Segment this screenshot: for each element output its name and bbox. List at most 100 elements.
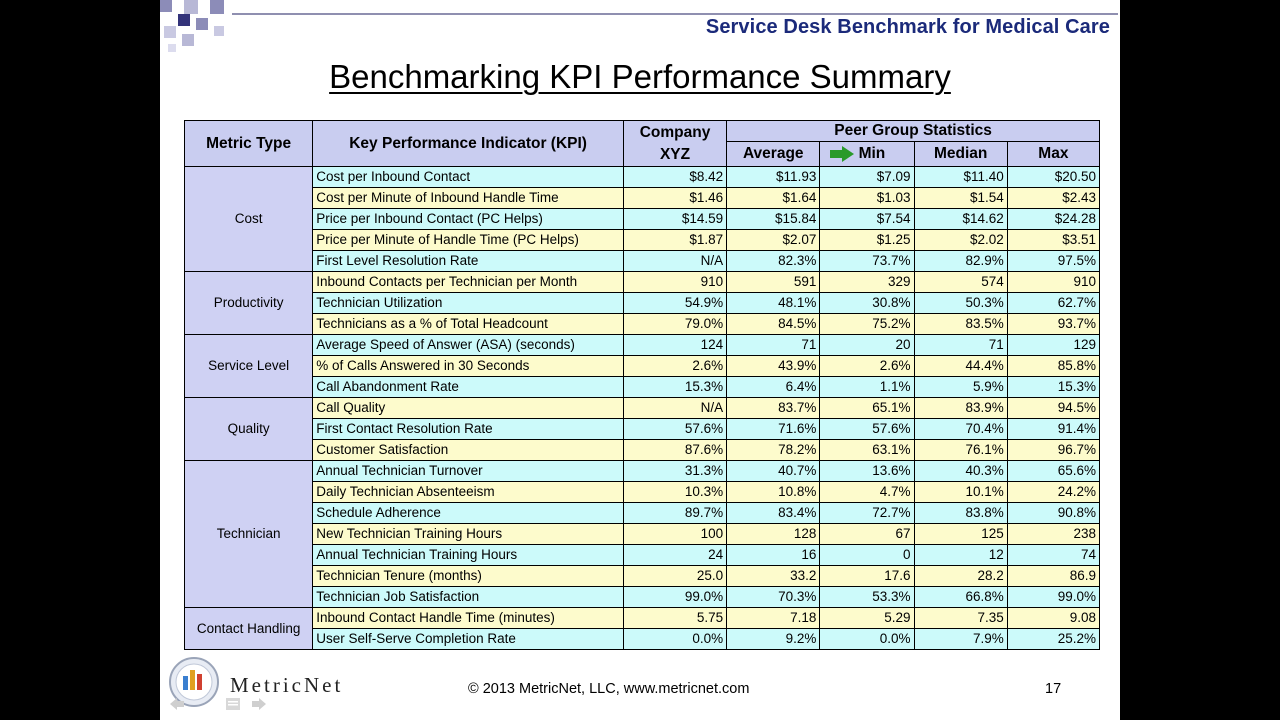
min-value-cell: 72.7% (819, 502, 915, 524)
kpi-cell: Call Abandonment Rate (312, 376, 624, 398)
kpi-cell: Daily Technician Absenteeism (312, 481, 624, 503)
median-value-cell: 83.9% (913, 397, 1008, 419)
table-row: Schedule Adherence 89.7% 83.4% 72.7% 83.8% 90… (185, 502, 1101, 524)
max-value-cell: 25.2% (1006, 628, 1101, 650)
table-row: Quality Call Quality N/A 83.7% 65.1% 83.9% 94.… (183, 397, 1101, 461)
table-row: Price per Minute of Handle Time (PC Help… (185, 229, 1101, 251)
company-value-cell: 25.0 (622, 565, 728, 587)
header-max: Max (1006, 141, 1101, 167)
metric-type-cell: Quality (183, 397, 314, 461)
median-value-cell: 7.35 (913, 607, 1008, 629)
average-value-cell: 70.3% (726, 586, 821, 608)
min-value-cell: 17.6 (819, 565, 915, 587)
max-value-cell: 97.5% (1006, 250, 1101, 272)
max-value-cell: 15.3% (1006, 376, 1101, 398)
median-value-cell: 44.4% (913, 355, 1008, 377)
footer-copyright: © 2013 MetricNet, LLC, www.metricnet.com (468, 681, 750, 697)
max-value-cell: 85.8% (1006, 355, 1101, 377)
kpi-table-body: Cost Cost per Inbound Contact $8.42 $11.93 $… (183, 166, 1101, 650)
table-row: Technician Job Satisfaction 99.0% 70.3% 53.… (185, 586, 1101, 608)
max-value-cell: 65.6% (1006, 460, 1101, 482)
min-value-cell: $1.03 (819, 187, 915, 209)
max-value-cell: 90.8% (1006, 502, 1101, 524)
table-row: Technician Annual Technician Turnover 31.3… (183, 460, 1101, 608)
max-value-cell: 86.9 (1006, 565, 1101, 587)
max-value-cell: 96.7% (1006, 439, 1101, 461)
header-min: Min (819, 141, 915, 167)
max-value-cell: $20.50 (1006, 166, 1101, 188)
median-value-cell: 40.3% (913, 460, 1008, 482)
min-value-cell: 53.3% (819, 586, 915, 608)
min-value-cell: 65.1% (819, 397, 915, 419)
kpi-cell: Technician Job Satisfaction (312, 586, 624, 608)
company-value-cell: $1.87 (622, 229, 728, 251)
max-value-cell: 62.7% (1006, 292, 1101, 314)
table-row: First Contact Resolution Rate 57.6% 71.6% 5… (185, 418, 1101, 440)
average-value-cell: 78.2% (726, 439, 821, 461)
kpi-cell: Call Quality (312, 397, 624, 419)
kpi-cell: % of Calls Answered in 30 Seconds (312, 355, 624, 377)
kpi-cell: Cost per Inbound Contact (312, 166, 624, 188)
slide: Service Desk Benchmark for Medical Care … (160, 0, 1120, 720)
table-row: New Technician Training Hours 100 128 67 125… (185, 523, 1101, 545)
kpi-cell: User Self-Serve Completion Rate (312, 628, 624, 650)
kpi-table: Metric Type Key Performance Indicator (K… (183, 120, 1101, 650)
max-value-cell: 93.7% (1006, 313, 1101, 335)
company-value-cell: 15.3% (622, 376, 728, 398)
table-row: Daily Technician Absenteeism 10.3% 10.8% 4.… (185, 481, 1101, 503)
median-value-cell: $14.62 (913, 208, 1008, 230)
metric-type-cell: Service Level (183, 334, 314, 398)
header-company: Company XYZ (622, 120, 728, 167)
kpi-cell: First Level Resolution Rate (312, 250, 624, 272)
metric-type-cell: Cost (183, 166, 314, 272)
min-value-cell: $7.54 (819, 208, 915, 230)
kpi-cell: New Technician Training Hours (312, 523, 624, 545)
header-rule (232, 13, 1118, 15)
company-value-cell: 31.3% (622, 460, 728, 482)
average-value-cell: 82.3% (726, 250, 821, 272)
company-value-cell: $8.42 (622, 166, 728, 188)
nav-back-icon[interactable] (170, 698, 184, 710)
header-min-label: Min (858, 145, 886, 162)
average-value-cell: $15.84 (726, 208, 821, 230)
nav-menu-icon[interactable] (226, 698, 240, 710)
metric-type-cell: Contact Handling (183, 607, 314, 650)
max-value-cell: 74 (1006, 544, 1101, 566)
table-row: Call Abandonment Rate 15.3% 6.4% 1.1% 5.9% 15… (185, 376, 1101, 398)
company-value-cell: 79.0% (622, 313, 728, 335)
table-row: Service Level Average Speed of Answer (AS… (183, 334, 1101, 398)
table-row: Cost Cost per Inbound Contact $8.42 $11.93 $… (183, 166, 1101, 272)
company-value-cell: N/A (622, 397, 728, 419)
median-value-cell: $2.02 (913, 229, 1008, 251)
company-value-cell: $14.59 (622, 208, 728, 230)
min-value-cell: 13.6% (819, 460, 915, 482)
median-value-cell: 28.2 (913, 565, 1008, 587)
average-value-cell: 84.5% (726, 313, 821, 335)
kpi-cell: Price per Inbound Contact (PC Helps) (312, 208, 624, 230)
min-value-cell: 1.1% (819, 376, 915, 398)
kpi-cell: Average Speed of Answer (ASA) (seconds) (312, 334, 624, 356)
kpi-cell: Technician Utilization (312, 292, 624, 314)
average-value-cell: $11.93 (726, 166, 821, 188)
average-value-cell: 83.7% (726, 397, 821, 419)
max-value-cell: 129 (1006, 334, 1101, 356)
checker-squares-icon (160, 0, 224, 52)
average-value-cell: $1.64 (726, 187, 821, 209)
table-row: Cost per Minute of Inbound Handle Time $1… (185, 187, 1101, 209)
nav-forward-icon[interactable] (252, 698, 266, 710)
min-value-cell: 2.6% (819, 355, 915, 377)
average-value-cell: 83.4% (726, 502, 821, 524)
company-value-cell: 100 (622, 523, 728, 545)
max-value-cell: 99.0% (1006, 586, 1101, 608)
company-value-cell: 89.7% (622, 502, 728, 524)
header-company-line2: XYZ (659, 145, 691, 163)
kpi-cell: Inbound Contacts per Technician per Mont… (312, 271, 624, 293)
kpi-cell: Inbound Contact Handle Time (minutes) (312, 607, 624, 629)
median-value-cell: $1.54 (913, 187, 1008, 209)
company-value-cell: 54.9% (622, 292, 728, 314)
average-value-cell: 40.7% (726, 460, 821, 482)
table-row: Price per Inbound Contact (PC Helps) $14.… (185, 208, 1101, 230)
min-value-cell: 329 (819, 271, 915, 293)
max-value-cell: 9.08 (1006, 607, 1101, 629)
average-value-cell: 43.9% (726, 355, 821, 377)
